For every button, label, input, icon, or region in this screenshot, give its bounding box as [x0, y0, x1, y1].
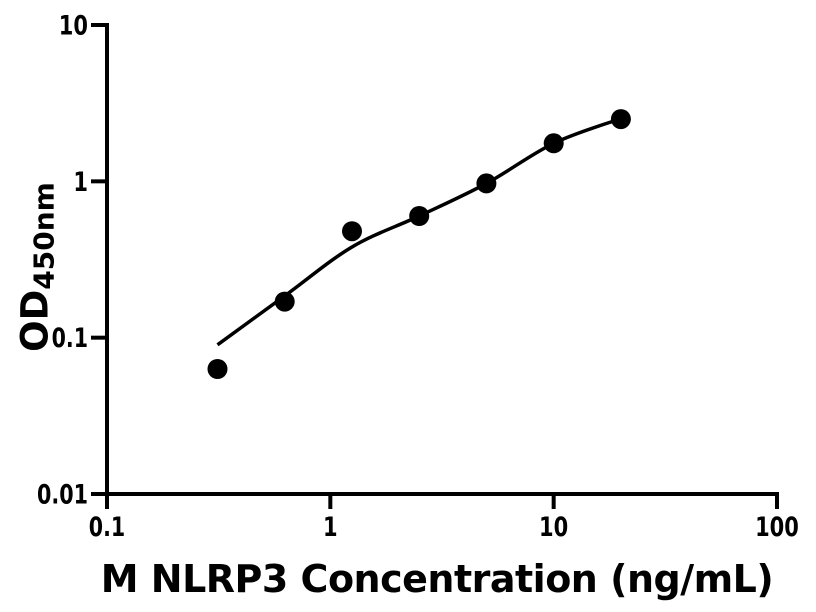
fit-curve	[216, 116, 622, 347]
x-tick-label: 0.1	[89, 512, 125, 543]
data-point	[543, 133, 564, 154]
y-axis-title-main: OD	[13, 289, 57, 352]
x-tick-label: 100	[755, 512, 799, 543]
y-axis-title-subscript: 450nm	[27, 182, 61, 290]
y-axis-title: OD450nm	[13, 182, 61, 352]
x-tick-label: 10	[539, 512, 568, 543]
data-point	[274, 291, 295, 312]
y-tick-label: 10	[59, 11, 88, 42]
data-point	[342, 221, 362, 242]
data-point	[476, 173, 497, 194]
y-tick-label: 0.1	[52, 323, 88, 354]
data-point	[409, 206, 430, 226]
x-axis-title: M NLRP3 Concentration (ng/mL)	[100, 557, 774, 601]
data-point	[610, 109, 631, 130]
data-point	[207, 359, 228, 379]
y-tick-label: 0.01	[37, 480, 88, 511]
x-tick-label: 1	[323, 512, 338, 543]
y-tick-label: 1	[73, 167, 88, 198]
